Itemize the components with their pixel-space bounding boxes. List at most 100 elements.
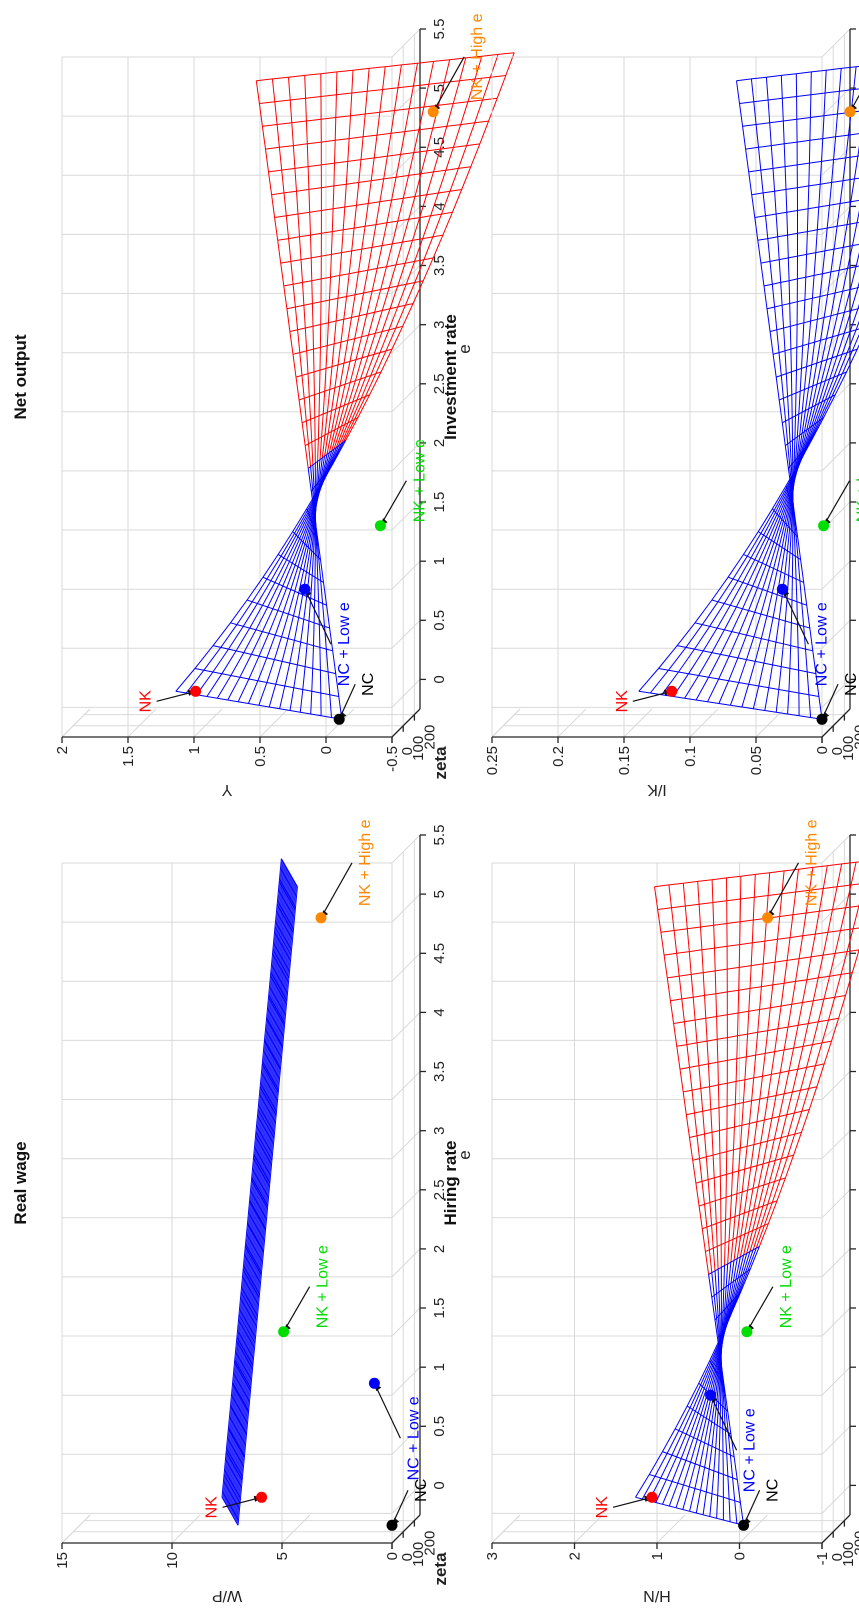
mesh-line <box>661 56 859 696</box>
y-axis-line <box>391 1514 421 1544</box>
mesh-line <box>766 280 859 310</box>
mesh-line <box>788 440 812 469</box>
grid-line <box>391 1307 421 1337</box>
mesh-line <box>276 904 294 933</box>
mesh-line <box>689 1260 735 1512</box>
mesh-line <box>277 211 453 241</box>
mesh-line <box>234 1360 252 1389</box>
point-label: NK + Low e <box>315 1245 332 1328</box>
mesh-line <box>272 949 290 979</box>
mesh-line <box>658 668 819 697</box>
mesh-line <box>677 645 816 675</box>
annotation-arrow <box>304 588 332 645</box>
grid-line <box>821 265 851 294</box>
mesh-line <box>733 872 771 1261</box>
mesh-line <box>664 926 859 956</box>
mesh-line <box>746 865 828 1254</box>
chart-title: Investment rate <box>441 314 460 440</box>
point-marker <box>299 583 311 595</box>
mesh-line <box>711 599 810 629</box>
x-tick-label: 3 <box>431 1126 448 1134</box>
mesh-line <box>310 462 334 492</box>
point-label: NC <box>413 1479 430 1502</box>
mesh-line <box>288 77 314 465</box>
point-marker <box>646 1491 658 1503</box>
chart-title: Hiring rate <box>441 1140 460 1225</box>
mesh-line <box>274 926 292 956</box>
mesh-line <box>736 52 859 82</box>
mesh-line <box>717 1314 732 1344</box>
mesh-line <box>249 1200 267 1230</box>
point-label: NC + Low e <box>813 602 830 686</box>
point-label: NK <box>594 1496 611 1519</box>
grid-line <box>193 708 223 738</box>
mesh-line <box>313 485 321 515</box>
grid-line <box>821 893 851 923</box>
mesh-line <box>675 1256 741 1508</box>
mesh-line <box>345 52 515 441</box>
y-tick-label: 100 <box>410 1542 427 1567</box>
grid-line <box>391 893 421 923</box>
point-label: NK <box>138 690 155 713</box>
mesh-line <box>175 690 342 720</box>
grid-line <box>391 324 421 354</box>
mesh-line <box>724 877 728 1266</box>
z-tick-label: 0.5 <box>252 746 269 767</box>
mesh-line <box>278 881 296 910</box>
point-label: NK + High e <box>357 819 374 906</box>
mesh-line <box>695 61 859 701</box>
mesh-line <box>743 553 804 583</box>
mesh-line <box>769 303 859 332</box>
y-tick-label: 0 <box>829 747 846 755</box>
grid-line <box>391 1012 421 1041</box>
point-label: NK + Low e <box>778 1245 795 1328</box>
y-axis-label: zeta <box>431 1552 450 1586</box>
mesh-line <box>702 1200 778 1230</box>
grid-line <box>391 1248 421 1278</box>
mesh-line <box>697 881 719 1270</box>
mesh-line <box>212 645 336 675</box>
grid-line <box>391 28 421 58</box>
mesh-line <box>782 394 836 424</box>
mesh-line <box>739 869 799 1257</box>
mesh-line <box>292 325 403 355</box>
grid-line <box>821 442 851 472</box>
mesh-line <box>727 576 807 606</box>
x-axis-label: e <box>455 344 474 353</box>
mesh-line <box>692 1131 802 1161</box>
y-tick-label: 200 <box>421 725 438 750</box>
mesh-line <box>705 1223 769 1253</box>
annotation-arrow <box>373 1383 401 1439</box>
y-tick-label: 100 <box>840 736 857 761</box>
z-tick-label: -0.5 <box>384 746 401 772</box>
mesh-line <box>695 1262 732 1514</box>
grid-line <box>259 708 289 738</box>
point-label: NK + High e <box>469 13 486 100</box>
mesh-line <box>695 1154 794 1184</box>
mesh-line <box>668 884 713 1273</box>
x-tick-label: 4.5 <box>431 943 448 964</box>
mesh-line <box>331 63 418 452</box>
mesh-line <box>280 858 298 887</box>
mesh-line <box>268 995 286 1024</box>
y-axis-line <box>821 1514 851 1544</box>
grid-line <box>391 834 421 864</box>
mesh-line <box>251 1177 269 1207</box>
z-tick-label: 0.1 <box>682 746 699 767</box>
annotation-arrow <box>823 480 851 527</box>
mesh-line <box>298 371 382 401</box>
mesh-line <box>689 1109 810 1138</box>
mesh-line <box>708 1274 745 1526</box>
mesh-line <box>307 439 346 469</box>
z-axis-label: Y <box>221 781 232 798</box>
z-tick-label: 10 <box>164 1552 181 1569</box>
mesh-line <box>760 234 859 264</box>
surface-mesh <box>638 52 859 720</box>
mesh-line <box>742 97 859 127</box>
grid-line <box>821 1307 851 1337</box>
mesh-line <box>259 1086 277 1115</box>
mesh-line <box>776 348 858 378</box>
z-tick-label: 0 <box>318 746 335 754</box>
z-tick-label: 15 <box>54 1552 71 1569</box>
